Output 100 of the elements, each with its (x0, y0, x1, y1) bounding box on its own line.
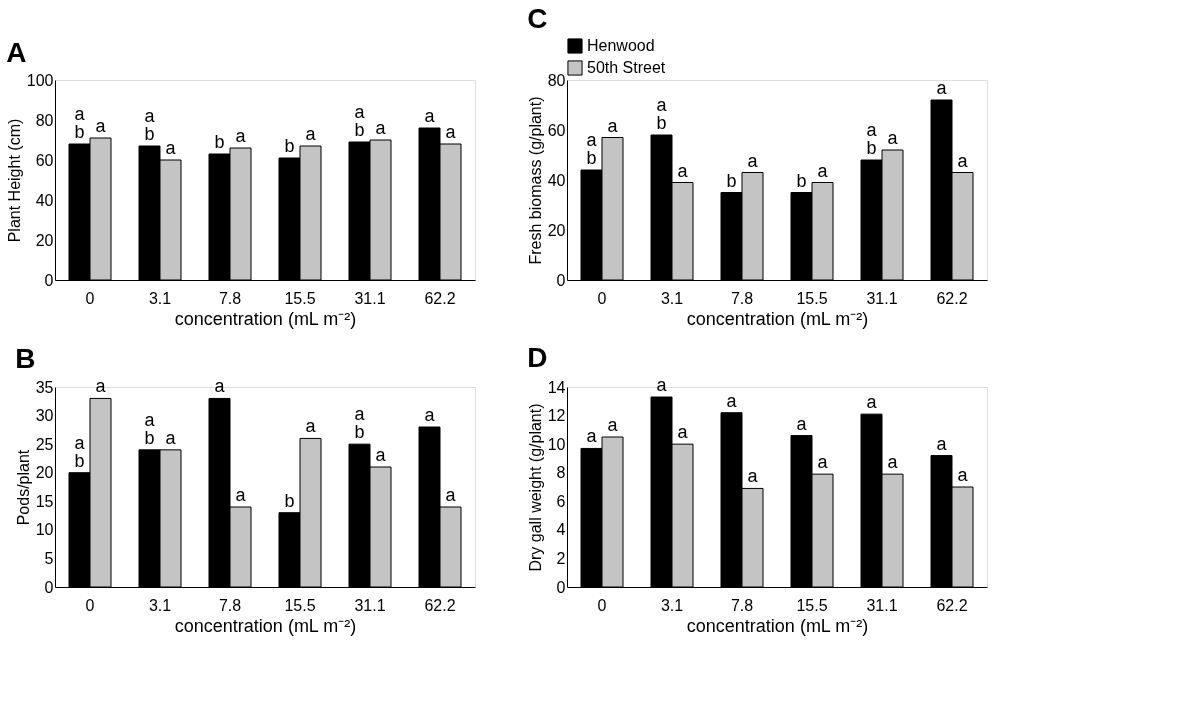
text: a b (74, 432, 85, 471)
x-axis-title: concentration (mL m⁻²) (686, 615, 869, 636)
x-axis-title: concentration (mL m⁻²) (174, 308, 357, 329)
data-label: a (957, 150, 969, 171)
text: a b (144, 409, 155, 448)
y-tick-label: 20 (35, 464, 54, 482)
data-label: a (747, 466, 759, 487)
x-tick-label: 15.5 (284, 289, 316, 307)
data-label: a (747, 150, 759, 171)
y-tick-label: 25 (35, 435, 54, 453)
x-tick-label: 7.8 (730, 596, 754, 614)
data-label: a (235, 485, 247, 505)
y-tick-label: 0 (44, 271, 54, 289)
y-tick-label: 30 (35, 407, 54, 425)
data-label: a (445, 122, 457, 142)
data-label: a (607, 415, 619, 435)
chart-title: B (15, 343, 36, 375)
x-tick-label: 7.8 (730, 289, 754, 307)
legend-label: 50th Street (587, 59, 666, 76)
y-tick-label: 2 (556, 549, 566, 567)
data-label: a (887, 452, 899, 473)
x-tick-label: 62.2 (936, 289, 968, 307)
x-tick-label: 31.1 (866, 596, 898, 614)
y-tick-label: 20 (547, 221, 566, 239)
y-tick-label: 12 (547, 407, 566, 425)
data-label: a (445, 485, 457, 505)
x-tick-label: 15.5 (796, 289, 828, 307)
y-tick-label: 80 (35, 111, 54, 129)
x-tick-label: 31.1 (866, 289, 898, 307)
data-label: a (305, 416, 317, 437)
x-tick-label: 3.1 (660, 596, 684, 614)
y-tick-label: 8 (556, 464, 566, 482)
text: a b (354, 404, 365, 443)
x-tick-label: 0 (597, 289, 607, 307)
data-label: a (305, 124, 317, 144)
x-tick-label: 0 (597, 596, 607, 614)
y-tick-label: 0 (556, 271, 566, 289)
x-axis-title: concentration (mL m⁻²) (174, 615, 357, 636)
y-axis-title: Fresh biomass (g/plant) (526, 96, 544, 265)
data-label: a (424, 106, 436, 126)
text: a b (354, 102, 365, 140)
y-tick-label: 4 (556, 521, 566, 539)
data-label: a (586, 426, 598, 447)
data-label: a (936, 433, 948, 454)
y-tick-label: 0 (556, 578, 566, 596)
x-tick-label: 15.5 (284, 596, 316, 614)
x-tick-label: 62.2 (424, 596, 456, 614)
data-label: a (817, 160, 829, 181)
data-label: a (165, 427, 177, 448)
data-label: a (796, 413, 808, 434)
y-tick-label: 10 (35, 521, 54, 539)
data-label: a (95, 116, 107, 136)
chart-title: D (527, 342, 548, 373)
data-label: a (677, 160, 689, 181)
data-label: a (214, 376, 226, 397)
x-tick-label: 3.1 (660, 289, 684, 307)
y-tick-label: 14 (547, 378, 566, 396)
y-tick-label: 60 (35, 151, 54, 169)
y-axis-title: Dry gall weight (g/plant) (526, 403, 544, 572)
data-label: a (817, 452, 829, 473)
data-label: b (284, 136, 295, 156)
data-label: b (726, 170, 737, 191)
data-label: a (95, 376, 107, 397)
y-axis-title: Pods/plant (14, 449, 32, 526)
y-tick-label: 100 (26, 71, 54, 89)
x-tick-label: 31.1 (354, 596, 386, 614)
text: a b (656, 95, 667, 133)
data-label: b (796, 170, 807, 191)
x-tick-label: 7.8 (218, 289, 242, 307)
y-tick-label: 40 (547, 171, 566, 189)
data-label: a (424, 405, 436, 425)
data-label: b (284, 490, 295, 511)
data-label: a (726, 390, 738, 411)
data-label: b (214, 132, 225, 152)
y-tick-label: 80 (547, 71, 566, 89)
x-axis-title: concentration (mL m⁻²) (686, 308, 869, 329)
y-axis-title: Plant Height (cm) (5, 118, 23, 243)
data-label: a (866, 392, 878, 413)
x-tick-label: 62.2 (424, 289, 456, 307)
data-label: a (887, 128, 899, 148)
y-tick-label: 6 (556, 492, 566, 510)
y-tick-label: 0 (44, 578, 54, 596)
data-label: a (656, 375, 668, 395)
y-tick-label: 15 (35, 492, 54, 510)
x-tick-label: 0 (85, 289, 95, 307)
text: a b (866, 120, 877, 158)
x-tick-label: 31.1 (354, 289, 386, 307)
x-tick-label: 3.1 (148, 596, 172, 614)
data-label: a (936, 78, 948, 98)
x-tick-label: 62.2 (936, 596, 968, 614)
y-tick-label: 20 (35, 231, 54, 249)
legend-label: Henwood (587, 37, 655, 54)
data-label: a (607, 115, 619, 136)
y-tick-label: 60 (547, 121, 566, 139)
y-tick-label: 35 (35, 378, 54, 396)
text: a b (74, 104, 85, 142)
data-label: a (375, 445, 387, 465)
chart-title: C (527, 3, 548, 34)
text: a b (144, 106, 155, 144)
x-tick-label: 15.5 (796, 596, 828, 614)
